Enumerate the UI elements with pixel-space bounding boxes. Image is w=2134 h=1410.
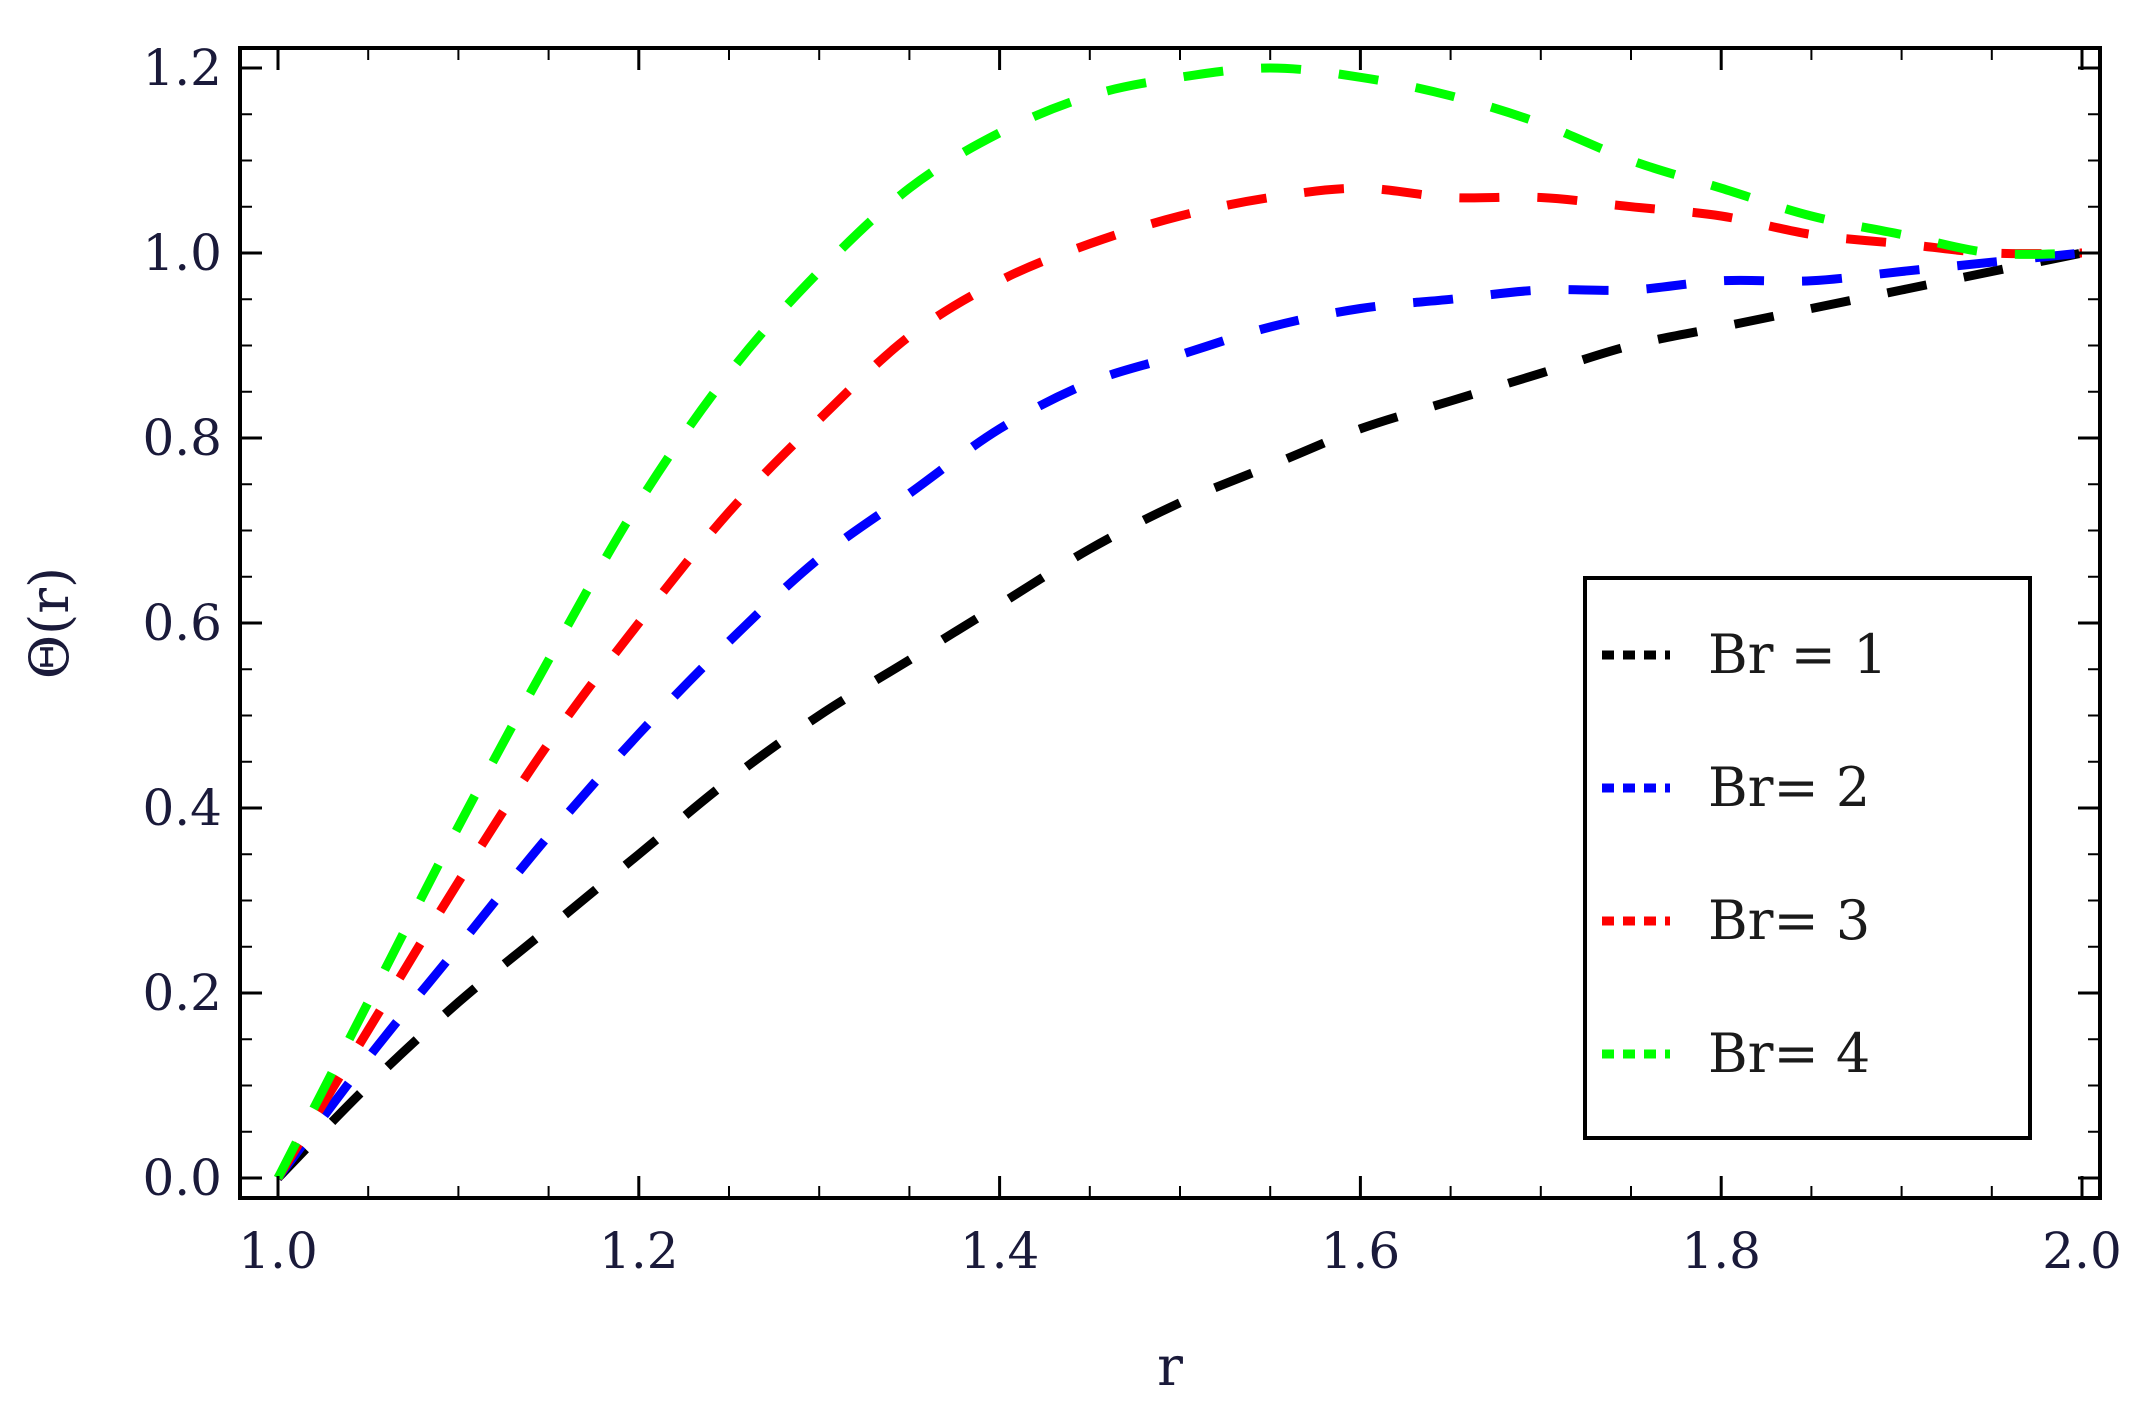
- legend-label: Br= 4: [1708, 1022, 1870, 1085]
- y-tick-label: 1.2: [142, 39, 222, 97]
- legend-label: Br= 3: [1708, 889, 1870, 952]
- y-tick-label: 1.0: [142, 224, 222, 282]
- x-tick-label: 2.0: [2042, 1222, 2122, 1280]
- legend-label: Br = 1: [1708, 623, 1887, 686]
- y-tick-label: 0.4: [142, 779, 222, 837]
- x-tick-label: 1.4: [960, 1222, 1040, 1280]
- series-line: [274, 248, 2083, 1182]
- legend: Br = 1 Br= 2 Br= 3 Br= 4: [1583, 576, 2032, 1140]
- series-line: [274, 248, 2083, 1181]
- x-tick-label: 1.2: [599, 1222, 679, 1280]
- series-layer: [273, 63, 2083, 1182]
- x-axis-label: r: [1157, 1335, 1183, 1398]
- y-tick-label: 0.0: [142, 1149, 222, 1207]
- y-tick-label: 0.2: [142, 964, 222, 1022]
- x-tick-label: 1.6: [1321, 1222, 1401, 1280]
- y-tick-label: 0.8: [142, 409, 222, 467]
- x-axis-ticks: 1.0 1.2 1.4 1.6 1.8 2.0: [238, 48, 2122, 1280]
- y-tick-label: 0.6: [142, 594, 222, 652]
- x-tick-label: 1.8: [1681, 1222, 1761, 1280]
- series-line: [273, 63, 2083, 1181]
- legend-label: Br= 2: [1708, 756, 1870, 819]
- legend-box: [1583, 576, 2032, 1140]
- series-line: [274, 183, 2083, 1181]
- y-axis-ticks: 0.0 0.2 0.4 0.6 0.8 1.0 1.2: [142, 39, 2100, 1207]
- y-axis-label: Θ(r): [18, 567, 81, 679]
- x-tick-label: 1.0: [238, 1222, 318, 1280]
